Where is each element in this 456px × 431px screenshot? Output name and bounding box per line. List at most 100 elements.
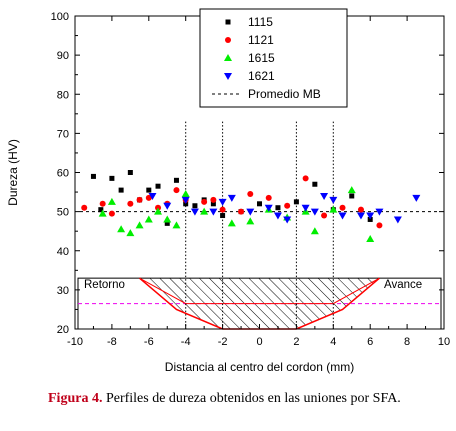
x-tick-label: 10	[438, 336, 450, 348]
data-point-1621	[190, 208, 199, 216]
data-point-1121	[302, 175, 309, 182]
y-axis-label: Dureza (HV)	[6, 139, 20, 206]
data-point-1115	[118, 187, 124, 193]
data-point-1615	[154, 207, 163, 215]
x-tick-label: -10	[67, 336, 83, 348]
data-point-1115	[146, 187, 152, 193]
data-point-1115	[312, 181, 318, 187]
data-point-1621	[181, 196, 190, 204]
data-point-1615	[200, 207, 209, 215]
data-point-1621	[283, 216, 292, 224]
x-tick-label: 2	[293, 336, 299, 348]
legend-label-1615: 1615	[248, 51, 275, 65]
y-tick-label: 90	[57, 50, 69, 62]
data-point-1121	[321, 212, 328, 219]
data-point-1615	[98, 209, 107, 217]
y-tick-label: 80	[57, 89, 69, 101]
data-point-1115	[155, 183, 161, 189]
y-tick-label: 60	[57, 168, 69, 180]
y-tick-label: 40	[57, 246, 69, 258]
legend-marker-1115	[225, 19, 231, 25]
data-point-1621	[209, 208, 218, 216]
hardness-profile-chart: -10 -8 -6 -4 -2 0 2 4 6 8 10 20 30 40 50 60 70 80 90 100 11…	[6, 8, 450, 374]
data-point-1115	[293, 199, 299, 205]
legend-label-1115: 1115	[248, 15, 273, 29]
data-point-1615	[126, 229, 135, 237]
data-point-1115	[109, 175, 115, 181]
legend-item-1615: 1615	[224, 51, 275, 65]
y-tick-label: 20	[57, 324, 69, 336]
legend-marker-1615	[224, 54, 232, 61]
data-point-1121	[81, 204, 88, 211]
data-point-1115	[192, 203, 198, 209]
data-point-1121	[339, 204, 346, 211]
x-tick-label: 8	[404, 336, 410, 348]
data-point-1621	[310, 208, 319, 216]
data-point-1121	[99, 200, 106, 207]
caption-label: Figura 4.	[48, 391, 103, 406]
data-point-1621	[227, 194, 236, 202]
data-point-1615	[347, 186, 356, 194]
data-point-1115	[90, 173, 96, 179]
data-point-1621	[356, 212, 365, 220]
x-tick-label: -2	[218, 336, 228, 348]
data-point-1615	[227, 219, 236, 227]
data-point-1621	[218, 198, 227, 206]
reference-lines	[80, 121, 439, 329]
data-point-1615	[246, 217, 255, 225]
data-point-1621	[264, 204, 273, 212]
data-point-1121	[210, 196, 217, 203]
inset-label-avance: Avance	[384, 279, 422, 291]
legend-box	[199, 8, 348, 108]
data-point-1621	[338, 212, 347, 220]
data-point-1115	[164, 220, 170, 226]
data-point-1615	[366, 235, 375, 243]
legend-item-promedio-mb: Promedio MB	[212, 87, 321, 101]
data-point-1115	[173, 177, 179, 183]
data-point-1621	[412, 194, 421, 202]
data-point-1121	[201, 198, 208, 205]
data-point-1115	[220, 213, 226, 219]
data-point-1621	[163, 202, 172, 210]
data-point-1621	[246, 208, 255, 216]
data-point-1115	[98, 207, 104, 213]
series-1121	[81, 175, 383, 229]
data-point-1121	[247, 191, 254, 198]
data-point-1115	[275, 205, 281, 211]
figure-caption: Figura 4. Perfiles de dureza obtenidos e…	[48, 391, 448, 407]
data-point-1621	[393, 216, 402, 224]
data-point-1621	[320, 192, 329, 200]
data-point-1121	[145, 194, 152, 201]
data-point-1121	[357, 206, 364, 213]
data-point-1615	[310, 227, 319, 235]
legend-item-1621: 1621	[224, 69, 275, 83]
data-point-1615	[329, 205, 338, 213]
data-point-1615	[107, 197, 116, 205]
data-point-1121	[376, 222, 383, 229]
data-points	[81, 170, 421, 243]
data-point-1115	[349, 193, 355, 199]
series-1621	[148, 192, 421, 224]
data-point-1615	[135, 221, 144, 229]
x-tick-label: -4	[181, 336, 191, 348]
data-point-1121	[173, 187, 180, 194]
data-point-1121	[219, 206, 226, 213]
caption-text: Perfiles de dureza obtenidos en las unio…	[102, 391, 401, 406]
data-point-1615	[117, 225, 126, 233]
data-point-1121	[127, 200, 134, 207]
legend-item-1121: 1121	[225, 33, 274, 47]
data-point-1121	[284, 202, 291, 209]
x-tick-label: -6	[144, 336, 154, 348]
data-point-1115	[257, 201, 262, 207]
data-point-1615	[172, 221, 181, 229]
legend-item-1115: 1115	[225, 15, 273, 29]
axes: -10 -8 -6 -4 -2 0 2 4 6 8 10 20 30 40 50 60 70 80 90 100	[51, 11, 450, 348]
weld-cross-section-inset	[77, 277, 442, 330]
data-point-1121	[265, 194, 272, 201]
data-point-1615	[181, 190, 190, 198]
x-tick-label: 4	[330, 336, 336, 348]
x-tick-label: 0	[256, 336, 262, 348]
data-point-1621	[366, 212, 375, 220]
data-point-1621	[375, 208, 384, 216]
haz-profile-line	[139, 277, 380, 305]
